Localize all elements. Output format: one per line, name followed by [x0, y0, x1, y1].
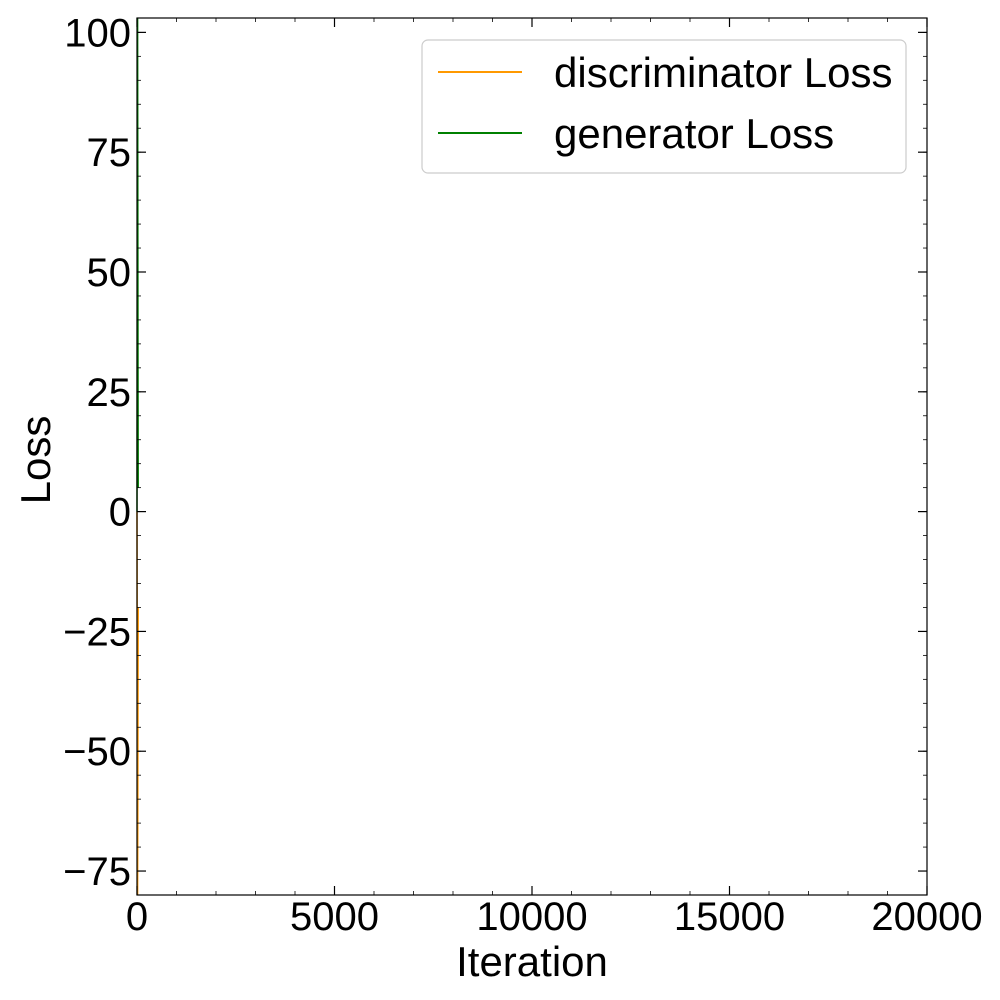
x-tick-label: 10000	[476, 895, 587, 939]
plot-frame	[136, 17, 928, 896]
y-tick-label: 100	[64, 11, 131, 55]
y-axis-title: Loss	[12, 416, 59, 505]
legend-label-discriminator-loss: discriminator Loss	[554, 49, 892, 96]
y-tick-label: 50	[87, 251, 132, 295]
y-tick-label: −25	[63, 610, 131, 654]
x-tick-label: 5000	[290, 895, 379, 939]
x-tick-label: 0	[126, 895, 148, 939]
x-tick-label: 20000	[871, 895, 982, 939]
y-tick-label: −50	[63, 730, 131, 774]
legend-box	[421, 39, 907, 174]
legend-label-generator-loss: generator Loss	[554, 110, 834, 157]
y-tick-label: −75	[63, 850, 131, 894]
x-tick-label: 15000	[674, 895, 785, 939]
y-tick-label: 75	[87, 131, 132, 175]
x-tick-labels: 0 5000 10000 15000 20000	[126, 895, 983, 939]
x-axis-title: Iteration	[456, 938, 608, 985]
y-tick-labels: −75 −50 −25 0 25 50 75 100	[63, 11, 131, 894]
y-tick-label: 25	[87, 371, 132, 415]
y-tick-label: 0	[109, 491, 131, 535]
legend: discriminator Loss generator Loss	[421, 39, 907, 174]
major-tick-layer	[136, 18, 928, 895]
